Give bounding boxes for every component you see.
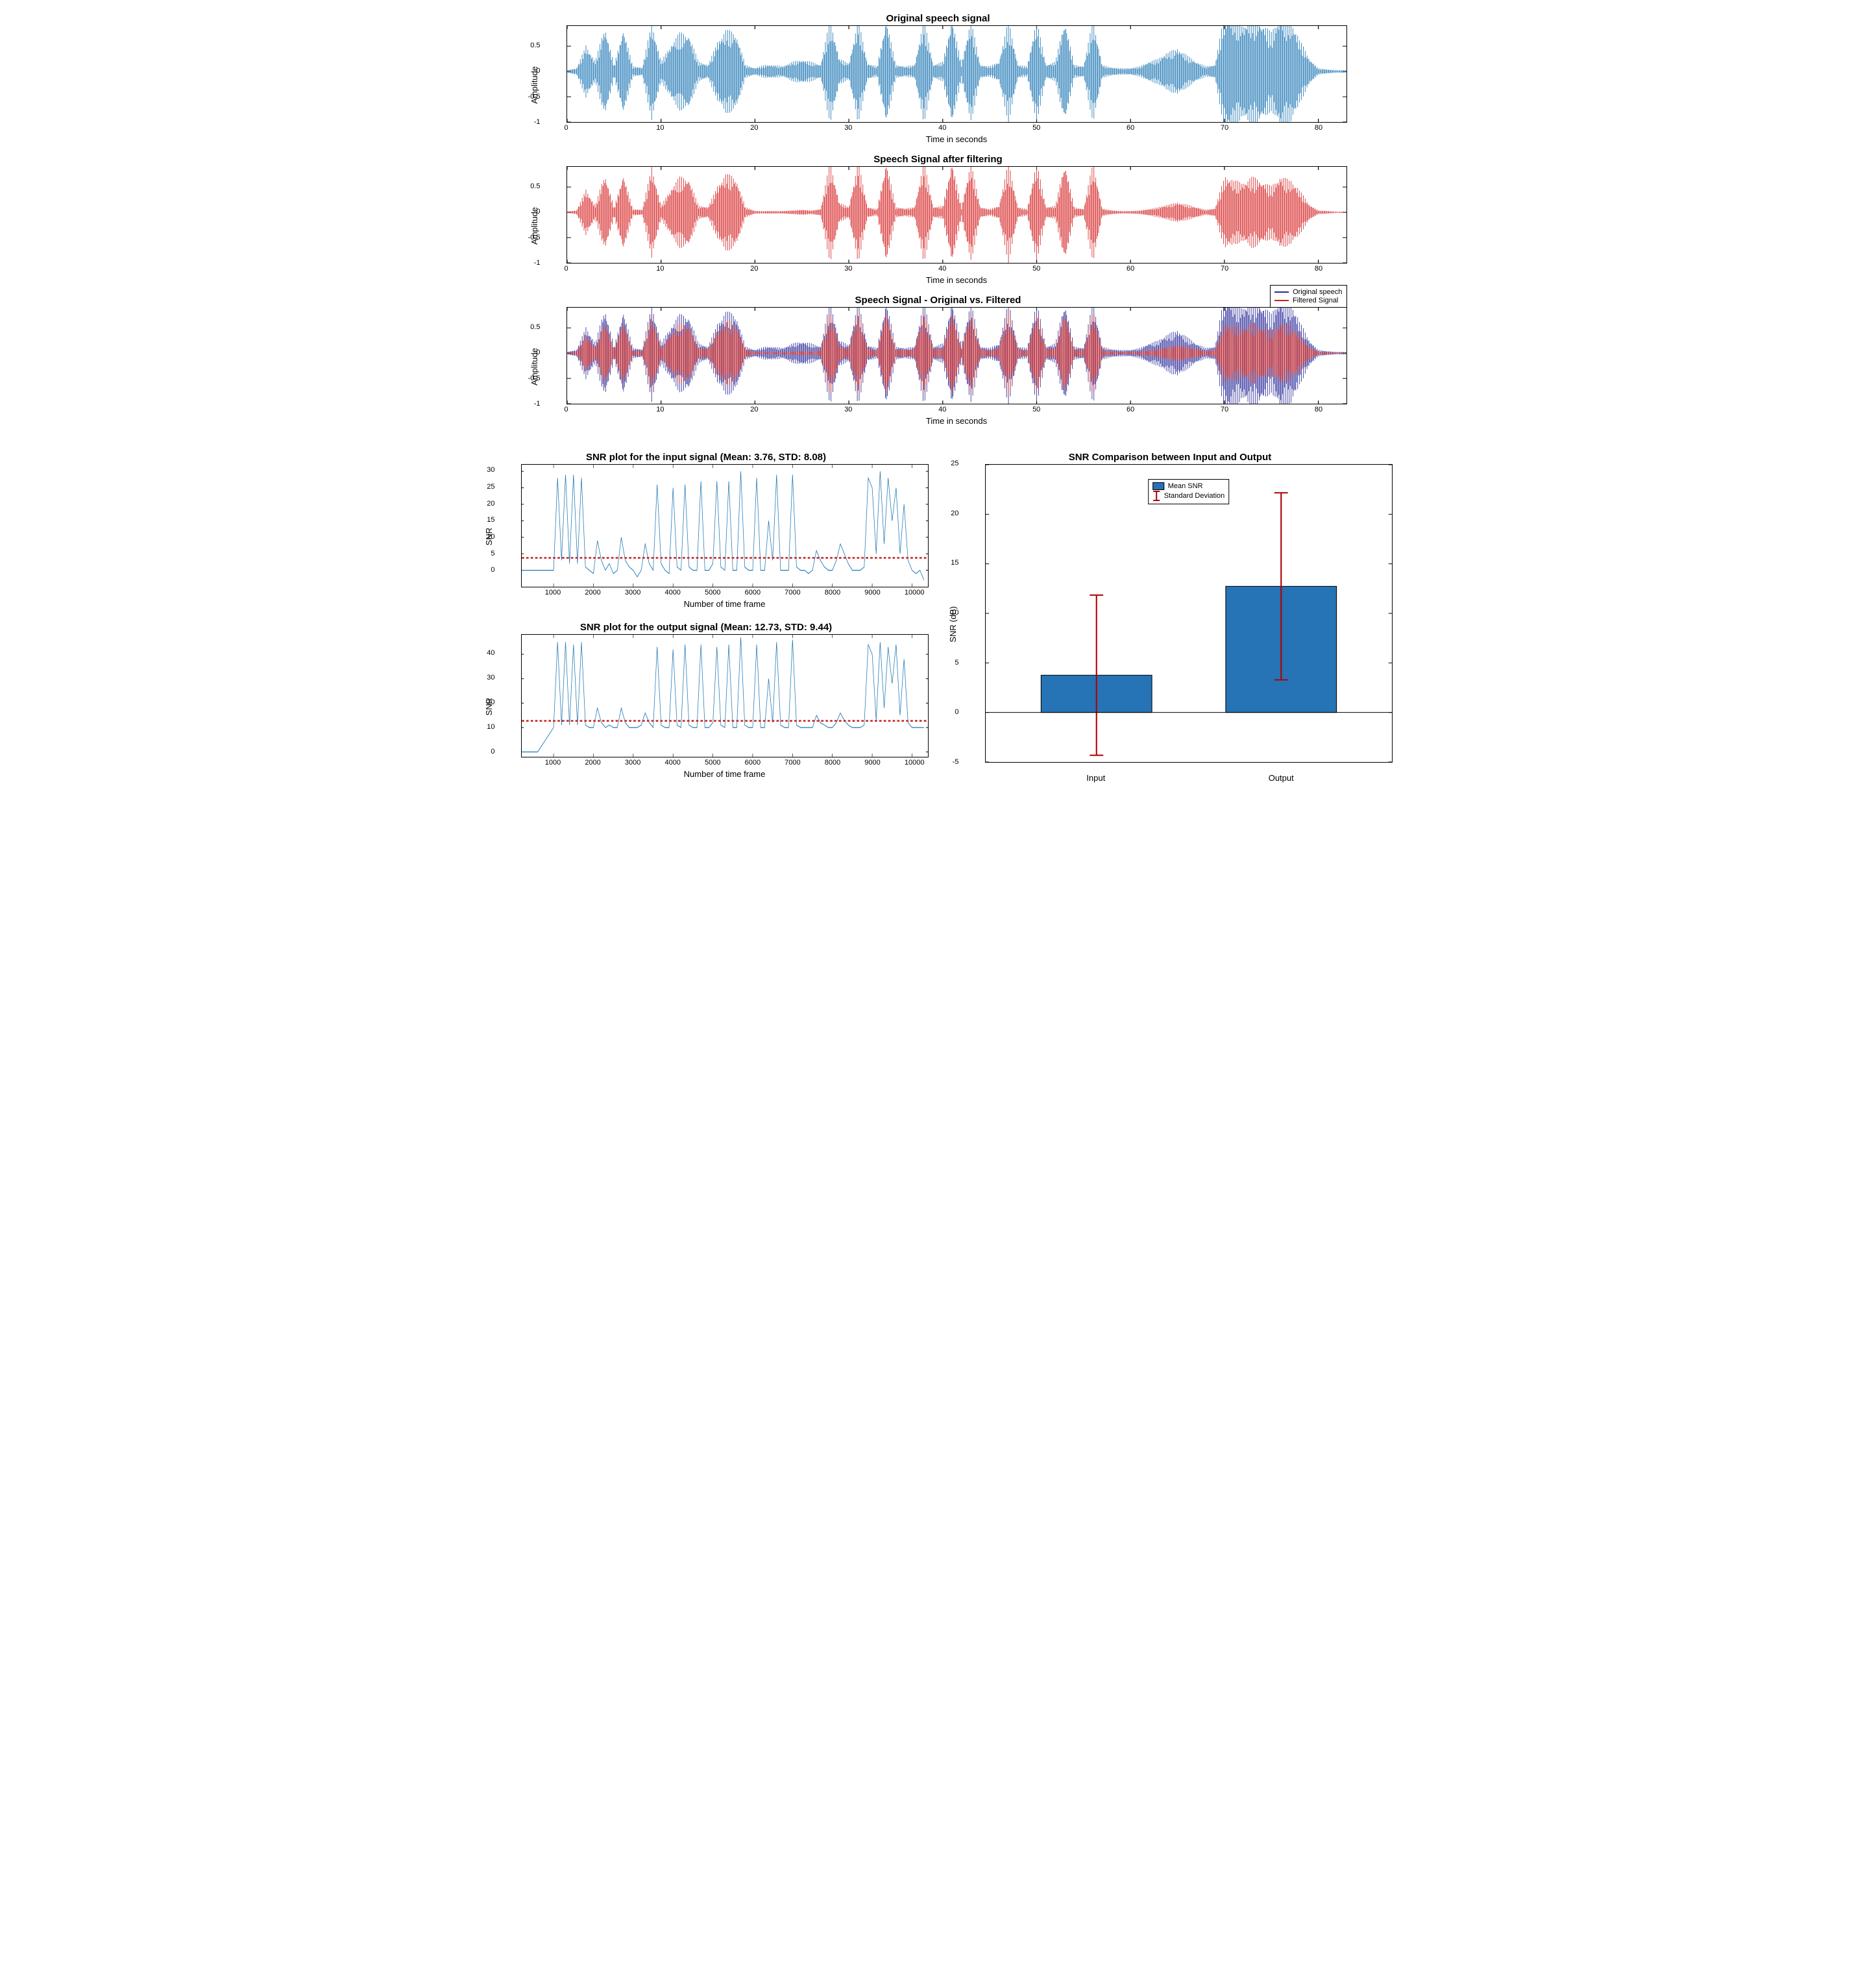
waveform-section: Original speech signalAmplitude-1-0.500.… — [484, 13, 1393, 426]
x-ticks: 1000200030004000500060007000800090001000… — [521, 759, 929, 768]
y-ticks: -50510152025 — [938, 464, 959, 785]
y-ticks: -1-0.500.5 — [520, 25, 541, 144]
snr-bar-chart: SNR Comparison between Input and OutputS… — [948, 452, 1393, 794]
x-ticks: 01020304050607080 — [566, 124, 1347, 133]
bar-chart: SNR Comparison between Input and OutputS… — [948, 452, 1393, 785]
axes-box — [521, 634, 929, 757]
axes-box — [566, 166, 1347, 264]
plot-title: Original speech signal — [530, 13, 1347, 24]
waveform-plot-1: Speech Signal after filteringAmplitude-1… — [530, 154, 1347, 285]
plot-title: SNR plot for the input signal (Mean: 3.7… — [484, 452, 929, 463]
x-ticks — [985, 764, 1393, 773]
x-axis-label: Time in seconds — [566, 416, 1347, 426]
x-axis-label: Number of time frame — [521, 769, 929, 779]
y-ticks: 010203040 — [474, 634, 495, 779]
x-axis-label: Time in seconds — [566, 134, 1347, 144]
figure-root: Original speech signalAmplitude-1-0.500.… — [484, 13, 1393, 794]
plot-title: Speech Signal - Original vs. Filtered — [530, 295, 1347, 306]
y-ticks: -1-0.500.5 — [520, 307, 541, 426]
bar-category-label: Input — [1077, 773, 1115, 783]
x-axis-label: Number of time frame — [521, 599, 929, 609]
x-ticks: 01020304050607080 — [566, 265, 1347, 274]
waveform-plot-2: Speech Signal - Original vs. FilteredAmp… — [530, 295, 1347, 426]
x-ticks: 01020304050607080 — [566, 406, 1347, 415]
snr-plot: SNR plot for the input signal (Mean: 3.7… — [484, 452, 929, 609]
plot-title: Speech Signal after filtering — [530, 154, 1347, 165]
waveform-plot-0: Original speech signalAmplitude-1-0.500.… — [530, 13, 1347, 144]
x-axis-label: Time in seconds — [566, 275, 1347, 285]
axes-box — [566, 307, 1347, 404]
legend: Original speechFiltered Signal — [1270, 285, 1346, 308]
axes-box — [521, 464, 929, 587]
x-ticks: 1000200030004000500060007000800090001000… — [521, 589, 929, 598]
bar-legend: Mean SNRStandard Deviation — [1148, 479, 1230, 504]
axes-box — [566, 25, 1347, 123]
plot-title: SNR plot for the output signal (Mean: 12… — [484, 622, 929, 633]
snr-plot: SNR plot for the output signal (Mean: 12… — [484, 622, 929, 779]
snr-line-plots: SNR plot for the input signal (Mean: 3.7… — [484, 452, 929, 794]
y-ticks: -1-0.500.5 — [520, 166, 541, 285]
y-ticks: 051015202530 — [474, 464, 495, 609]
axes-box: Mean SNRStandard Deviation — [985, 464, 1393, 763]
bar-category-label: Output — [1261, 773, 1300, 783]
plot-title: SNR Comparison between Input and Output — [948, 452, 1393, 463]
snr-section: SNR plot for the input signal (Mean: 3.7… — [484, 452, 1393, 794]
